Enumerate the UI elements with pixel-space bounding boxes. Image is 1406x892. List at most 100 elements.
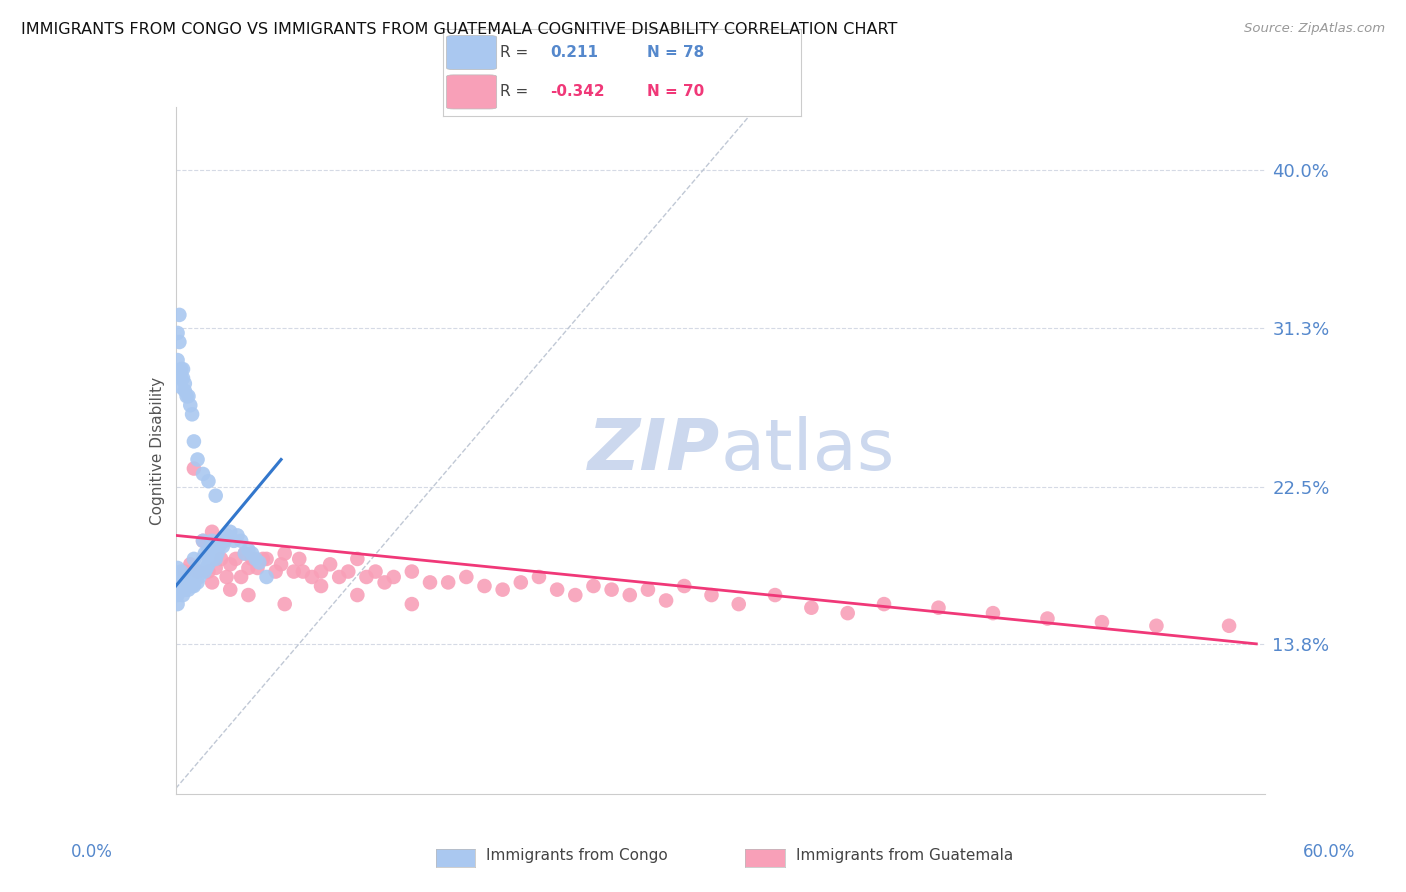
- Point: [763, 588, 786, 602]
- Point: [981, 606, 1004, 620]
- Point: [1218, 619, 1240, 633]
- Text: ZIP: ZIP: [588, 416, 721, 485]
- Point: [214, 533, 236, 548]
- Point: [288, 552, 311, 566]
- Point: [291, 565, 314, 579]
- Point: [173, 376, 195, 391]
- Point: [202, 542, 225, 557]
- Point: [183, 570, 205, 584]
- Point: [240, 546, 263, 561]
- Point: [176, 570, 198, 584]
- Point: [191, 533, 214, 548]
- Point: [170, 380, 193, 394]
- Point: [527, 570, 550, 584]
- Point: [419, 575, 441, 590]
- FancyBboxPatch shape: [447, 36, 496, 70]
- Point: [166, 588, 188, 602]
- Point: [233, 546, 256, 561]
- Point: [191, 533, 214, 548]
- Point: [197, 565, 219, 579]
- Point: [179, 579, 201, 593]
- Point: [382, 570, 405, 584]
- Point: [283, 565, 305, 579]
- Point: [207, 546, 229, 561]
- Point: [209, 552, 232, 566]
- Point: [346, 588, 368, 602]
- Point: [169, 582, 191, 597]
- Point: [183, 552, 205, 566]
- Point: [600, 582, 623, 597]
- Point: [673, 579, 696, 593]
- Point: [374, 575, 396, 590]
- Point: [166, 597, 188, 611]
- Text: -0.342: -0.342: [551, 85, 605, 99]
- Point: [226, 528, 249, 542]
- Point: [204, 489, 226, 503]
- Point: [173, 582, 195, 597]
- Point: [233, 546, 256, 561]
- Point: [179, 558, 201, 572]
- Text: Immigrants from Guatemala: Immigrants from Guatemala: [796, 848, 1014, 863]
- Point: [727, 597, 749, 611]
- Point: [169, 575, 191, 590]
- Point: [201, 524, 224, 539]
- Point: [231, 570, 253, 584]
- Point: [191, 467, 214, 481]
- Point: [346, 552, 368, 566]
- Point: [328, 570, 350, 584]
- Point: [837, 606, 859, 620]
- Point: [173, 384, 195, 398]
- Point: [256, 570, 278, 584]
- Point: [183, 461, 205, 475]
- Point: [190, 565, 212, 579]
- Point: [225, 552, 247, 566]
- Point: [172, 575, 194, 590]
- Point: [170, 565, 193, 579]
- Point: [309, 565, 332, 579]
- Point: [252, 552, 274, 566]
- Point: [179, 398, 201, 412]
- Text: N = 70: N = 70: [647, 85, 704, 99]
- Point: [186, 565, 209, 579]
- Text: R =: R =: [501, 45, 529, 60]
- Point: [201, 533, 224, 548]
- Point: [219, 524, 242, 539]
- Point: [194, 565, 217, 579]
- Point: [177, 570, 200, 584]
- Point: [509, 575, 531, 590]
- Point: [170, 579, 193, 593]
- Point: [492, 582, 515, 597]
- Point: [222, 533, 245, 548]
- Point: [212, 539, 235, 553]
- Point: [181, 407, 204, 421]
- Point: [337, 565, 360, 579]
- FancyBboxPatch shape: [447, 75, 496, 109]
- Point: [274, 597, 297, 611]
- Point: [301, 570, 323, 584]
- Point: [700, 588, 723, 602]
- Point: [209, 533, 232, 548]
- Point: [256, 552, 278, 566]
- Point: [215, 570, 238, 584]
- Point: [197, 542, 219, 557]
- Point: [215, 528, 238, 542]
- Point: [166, 570, 188, 584]
- Point: [188, 570, 211, 584]
- Point: [181, 570, 204, 584]
- Point: [172, 588, 194, 602]
- Point: [179, 570, 201, 584]
- Point: [186, 575, 209, 590]
- Point: [186, 452, 209, 467]
- Point: [474, 579, 496, 593]
- Point: [204, 561, 226, 575]
- Point: [166, 326, 188, 340]
- Point: [173, 570, 195, 584]
- Point: [546, 582, 568, 597]
- Point: [166, 561, 188, 575]
- Point: [437, 575, 460, 590]
- Point: [191, 552, 214, 566]
- Point: [183, 579, 205, 593]
- Point: [1036, 611, 1059, 625]
- Point: [274, 546, 297, 561]
- Point: [208, 539, 231, 553]
